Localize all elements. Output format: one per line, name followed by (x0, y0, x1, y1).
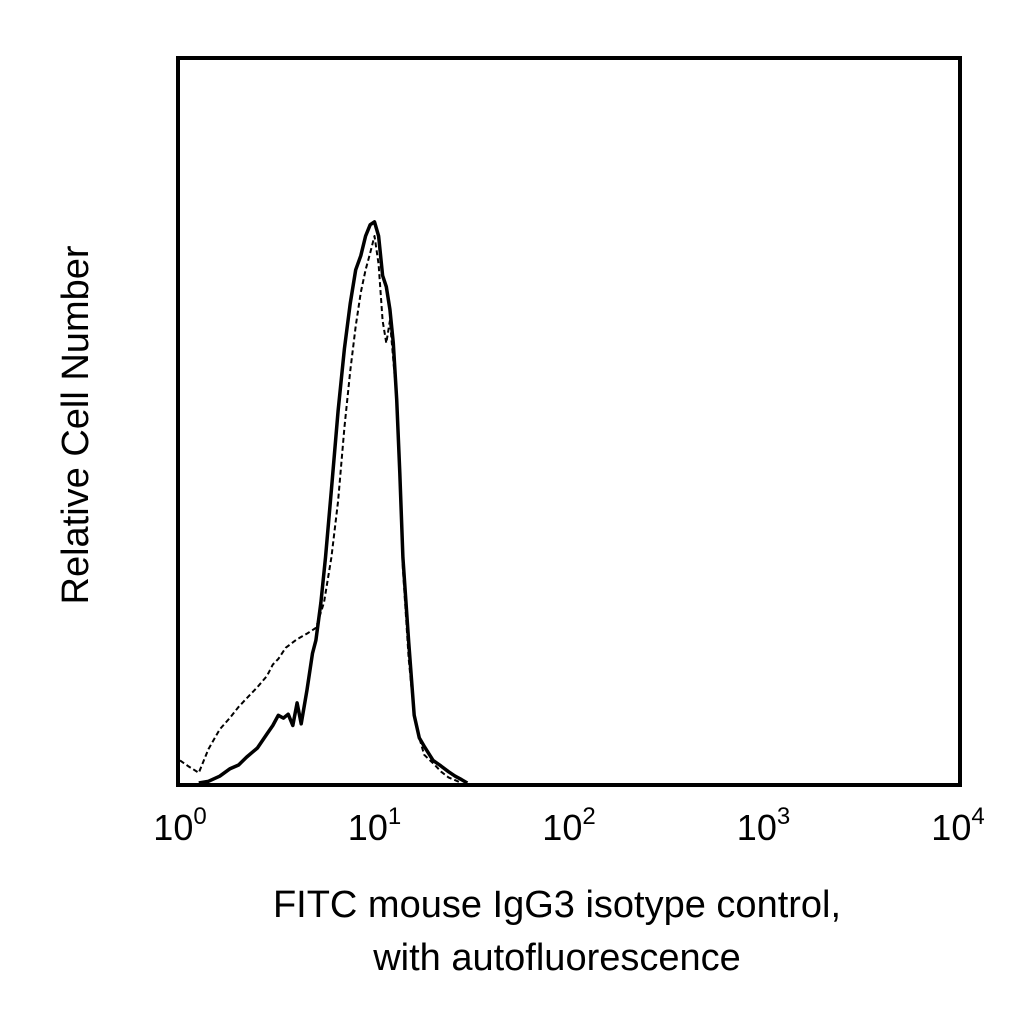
x-tick-base: 10 (931, 807, 971, 848)
x-tick-exponent: 0 (193, 803, 206, 830)
x-tick-label: 101 (348, 803, 401, 848)
x-axis-label-line-2: with autofluorescence (372, 937, 741, 979)
x-tick-exponent: 1 (388, 803, 401, 830)
x-tick-base: 10 (348, 807, 388, 848)
x-tick-base: 10 (153, 807, 193, 848)
x-tick-labels: 100 101 102 103 104 (153, 803, 984, 848)
x-tick-label: 100 (153, 803, 206, 848)
x-tick-base: 10 (542, 807, 582, 848)
x-tick-label: 104 (931, 803, 984, 848)
y-axis-label: Relative Cell Number (55, 245, 97, 604)
x-tick-label: 103 (737, 803, 790, 848)
x-tick-exponent: 4 (971, 803, 984, 830)
x-tick-base: 10 (737, 807, 777, 848)
x-axis-label-line-1: FITC mouse IgG3 isotype control, (273, 884, 841, 926)
x-tick-exponent: 2 (582, 803, 595, 830)
series-line-solid (198, 220, 469, 785)
x-tick-exponent: 3 (777, 803, 790, 830)
plot-frame (176, 56, 962, 787)
x-tick-label: 102 (542, 803, 595, 848)
series-layer (179, 220, 469, 785)
